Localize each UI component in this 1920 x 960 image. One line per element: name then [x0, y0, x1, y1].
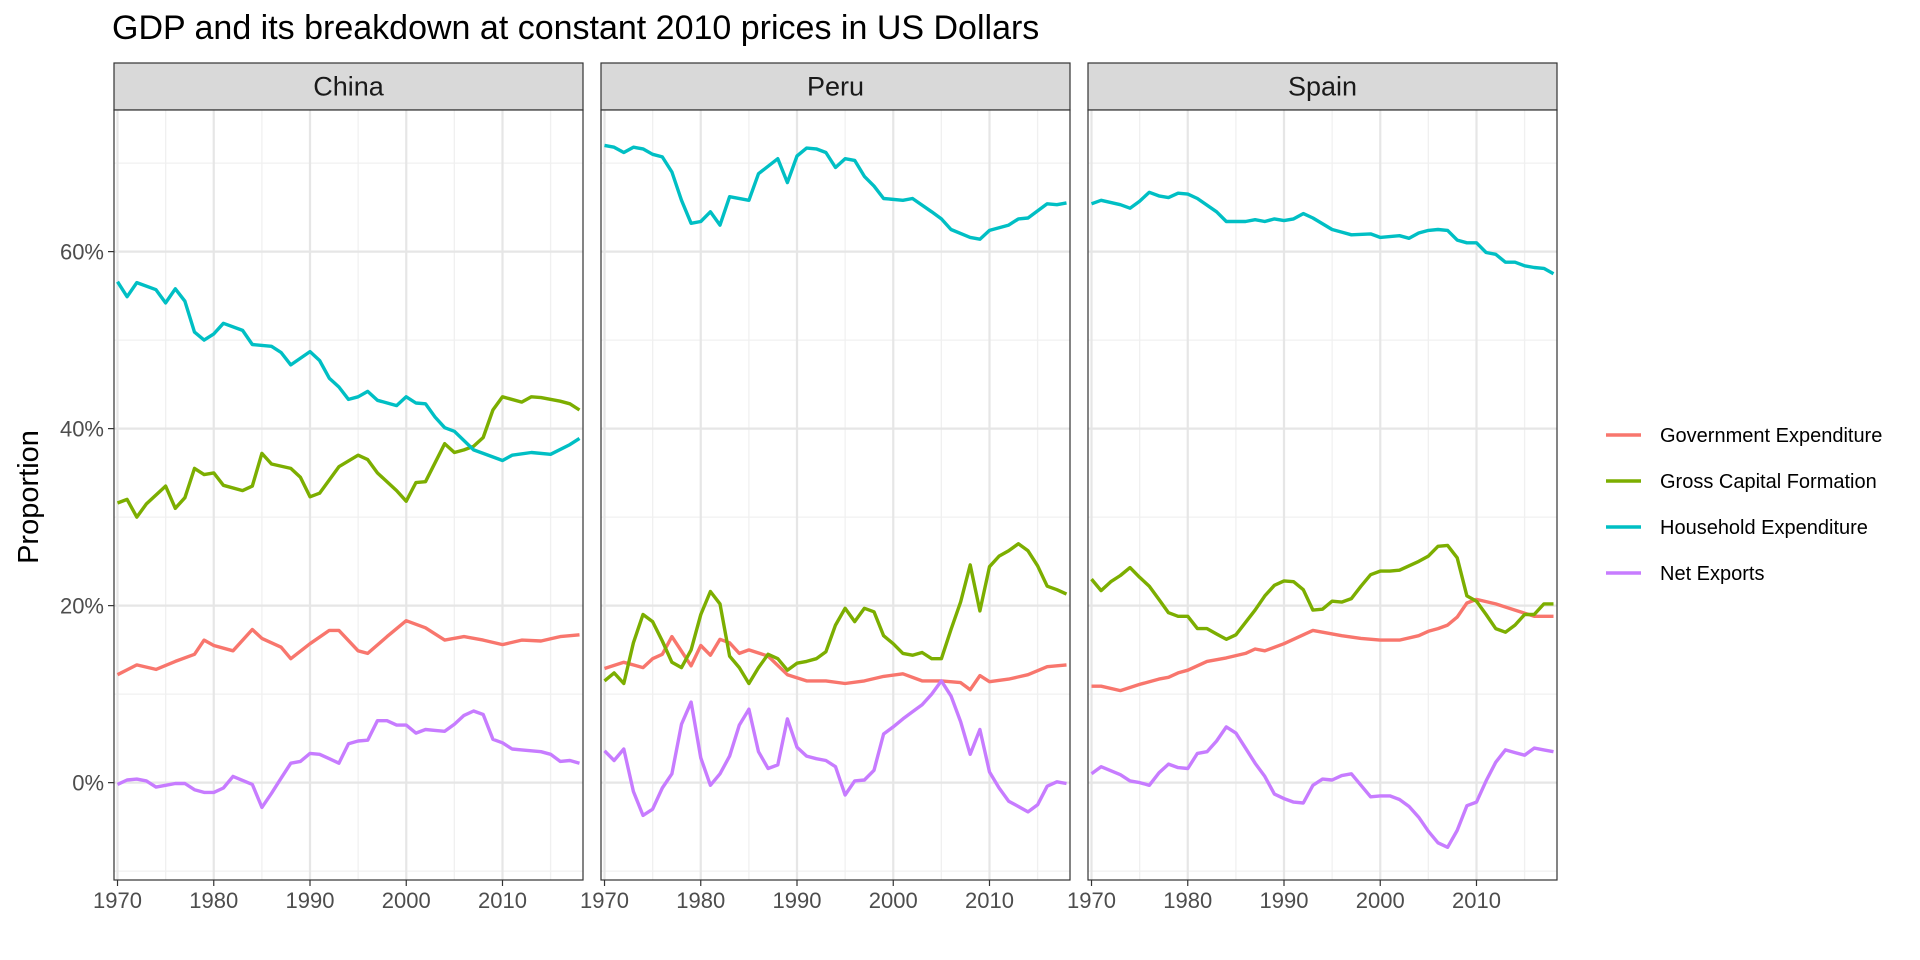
- legend-label-government-expenditure: Government Expenditure: [1660, 425, 1882, 447]
- panel-spain: Spain 1970 1980 1990 2000 2010: [1067, 62, 1558, 913]
- plot-background-peru: [601, 110, 1070, 880]
- legend-label-household-expenditure: Household Expenditure: [1660, 517, 1868, 539]
- y-tick-label: 40%: [60, 417, 104, 442]
- series-line-government-expenditure: [603, 634, 1067, 692]
- series-line-gross-capital-formation: [603, 542, 1068, 686]
- series-line-net-exports: [1090, 725, 1554, 849]
- y-tick-label: 20%: [60, 594, 104, 619]
- plot-background-china: [114, 110, 583, 880]
- panel-border-china: [113, 109, 584, 881]
- x-tick-label: 1990: [1260, 888, 1309, 913]
- series-line-household-expenditure: [116, 280, 581, 463]
- panels-container: China 1970 1980 1990 2000 2010 0% 20% 40% 60% Peru…: [60, 62, 1558, 913]
- x-axis-china: 1970 1980 1990 2000 2010: [93, 880, 527, 913]
- panel-peru: Peru 1970 1980 1990 2000 2010: [580, 62, 1071, 913]
- legend-item-gross-capital-formation: Gross Capital Formation: [1606, 471, 1877, 493]
- legend-item-government-expenditure: Government Expenditure: [1606, 425, 1882, 447]
- chart-title: GDP and its breakdown at constant 2010 p…: [112, 9, 1039, 47]
- series-line-government-expenditure: [116, 619, 580, 677]
- gridlines-spain: [1088, 110, 1557, 880]
- strip-china: [113, 62, 584, 111]
- series-line-gross-capital-formation: [1090, 543, 1554, 641]
- legend-item-net-exports: Net Exports: [1606, 563, 1764, 585]
- strip-spain: [1087, 62, 1558, 111]
- x-tick-label: 1990: [773, 888, 822, 913]
- gridlines-china: [114, 110, 583, 880]
- legend-label-net-exports: Net Exports: [1660, 563, 1764, 585]
- x-tick-label: 1970: [93, 888, 142, 913]
- panel-china: China 1970 1980 1990 2000 2010 0% 20% 40% 60%: [60, 62, 584, 913]
- plot-background-spain: [1088, 110, 1557, 880]
- y-tick-label: 0%: [72, 771, 104, 796]
- series-line-net-exports: [116, 709, 580, 810]
- series-line-household-expenditure: [1090, 190, 1555, 276]
- series-line-household-expenditure: [604, 143, 1067, 241]
- x-axis-peru: 1970 1980 1990 2000 2010: [580, 880, 1014, 913]
- x-tick-label: 2010: [965, 888, 1014, 913]
- legend-item-household-expenditure: Household Expenditure: [1606, 517, 1868, 539]
- x-tick-label: 1980: [676, 888, 725, 913]
- legend-label-gross-capital-formation: Gross Capital Formation: [1660, 471, 1877, 493]
- x-tick-label: 2000: [1356, 888, 1405, 913]
- panel-border-spain: [1087, 109, 1558, 881]
- panel-border-peru: [600, 109, 1071, 881]
- strip-label-china: China: [313, 72, 385, 102]
- x-tick-label: 1970: [580, 888, 629, 913]
- series-group-peru: [603, 143, 1068, 818]
- y-tick-label: 60%: [60, 240, 104, 265]
- x-tick-label: 2010: [478, 888, 527, 913]
- x-tick-label: 2000: [382, 888, 431, 913]
- strip-label-peru: Peru: [807, 72, 864, 102]
- x-tick-label: 2010: [1452, 888, 1501, 913]
- series-line-net-exports: [603, 679, 1067, 818]
- series-line-gross-capital-formation: [116, 395, 581, 519]
- legend: Government Expenditure Gross Capital Form…: [1606, 425, 1882, 585]
- series-line-government-expenditure: [1091, 597, 1554, 693]
- x-tick-label: 2000: [869, 888, 918, 913]
- x-axis-spain: 1970 1980 1990 2000 2010: [1067, 880, 1501, 913]
- x-tick-label: 1980: [189, 888, 238, 913]
- series-group-spain: [1090, 190, 1555, 849]
- x-tick-label: 1980: [1163, 888, 1212, 913]
- series-group-china: [116, 280, 581, 810]
- x-tick-label: 1970: [1067, 888, 1116, 913]
- y-axis: 0% 20% 40% 60%: [60, 240, 114, 796]
- strip-label-spain: Spain: [1288, 72, 1357, 102]
- x-tick-label: 1990: [286, 888, 335, 913]
- y-axis-title: Proportion: [13, 430, 45, 564]
